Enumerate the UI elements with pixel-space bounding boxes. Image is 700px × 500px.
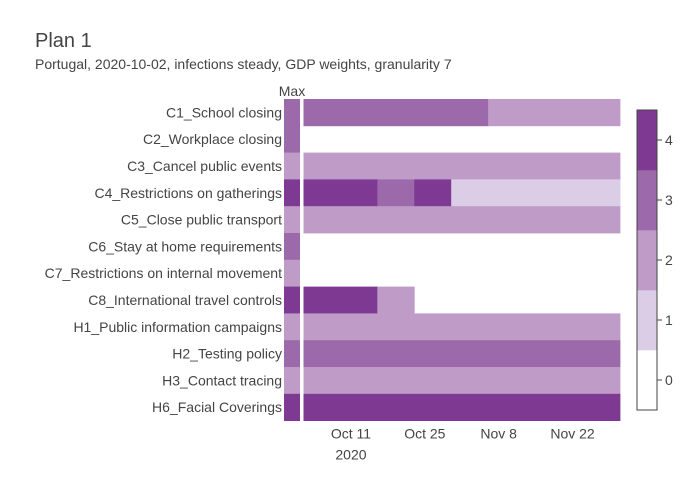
heatmap-row: C2_Workplace closing [143,125,300,153]
heatmap-cell [303,367,621,395]
row-label: C4_Restrictions on gatherings [94,185,282,201]
heatmap-cell [303,286,378,314]
heatmap-cell [377,179,415,207]
heatmap-cell [303,313,621,341]
heatmap-cell [377,286,415,314]
heatmap-cell [303,340,621,368]
colorbar-tick-label: 4 [665,132,673,148]
colorbar-tick-label: 1 [665,312,673,328]
max-cell [284,340,300,368]
heatmap-row: H3_Contact tracing [162,367,621,395]
heatmap-cell [303,152,621,180]
row-label: C7_Restrictions on internal movement [45,265,282,281]
max-cell [284,393,300,421]
row-label: H1_Public information campaigns [73,319,282,335]
colorbar-tick-label: 0 [665,372,673,388]
x-axis: Oct 11 Oct 25 Nov 8 Nov 22 2020 [331,426,595,463]
colorbar-tick-label: 3 [665,192,673,208]
x-tick-year: 2020 [335,447,366,463]
heatmap-row: C4_Restrictions on gatherings [94,179,621,207]
max-cell [284,313,300,341]
heatmap-cell [303,99,489,127]
heatmap-row: H1_Public information campaigns [73,313,621,341]
colorbar-band [637,230,657,291]
heatmap-cell [488,99,621,127]
colorbar-band [637,110,657,171]
row-label: C5_Close public transport [121,212,282,228]
heatmap-cell [451,179,621,207]
heatmap-row: C7_Restrictions on internal movement [45,259,300,287]
x-tick-label: Nov 8 [480,426,517,442]
row-label: H3_Contact tracing [162,372,282,388]
colorbar-tick-label: 2 [665,252,673,268]
max-cell [284,367,300,395]
max-cell [284,233,300,261]
heatmap-row: C8_International travel controls [88,286,415,314]
max-cell [284,125,300,153]
heatmap-row: H2_Testing policy [172,340,621,368]
row-label: C8_International travel controls [88,292,282,308]
heatmap-row: C6_Stay at home requirements [88,233,300,261]
heatmap-cell [303,179,378,207]
colorbar-band [637,290,657,351]
max-cell [284,179,300,207]
row-label: C6_Stay at home requirements [88,238,282,254]
max-separator [300,99,304,421]
x-tick-label: Oct 25 [404,426,445,442]
heatmap-cell [303,206,621,234]
heatmap-cell [303,393,621,421]
heatmap-row: C3_Cancel public events [127,152,621,180]
colorbar-band [637,350,657,411]
row-label: C3_Cancel public events [127,158,282,174]
x-tick-label: Nov 22 [550,426,595,442]
max-cell [284,286,300,314]
heatmap-row: C5_Close public transport [121,206,621,234]
chart-title: Plan 1 [35,30,92,52]
max-column-label: Max [279,83,305,99]
colorbar: 0 1 2 3 4 [636,109,673,411]
max-cell [284,152,300,180]
heatmap-rows: C1_School closing C2_Workplace closing C3_… [45,99,621,421]
row-label: C1_School closing [166,104,282,120]
row-label: H6_Facial Coverings [152,399,282,415]
row-label: C2_Workplace closing [143,131,282,147]
heatmap-row: H6_Facial Coverings [152,393,621,421]
heatmap-cell [414,179,452,207]
x-tick-label: Oct 11 [331,426,371,442]
max-cell [284,259,300,287]
max-cell [284,206,300,234]
colorbar-band [637,170,657,231]
chart-subtitle: Portugal, 2020-10-02, infections steady,… [35,56,452,72]
max-cell [284,99,300,127]
heatmap-row: C1_School closing [166,99,621,127]
row-label: H2_Testing policy [172,346,282,362]
